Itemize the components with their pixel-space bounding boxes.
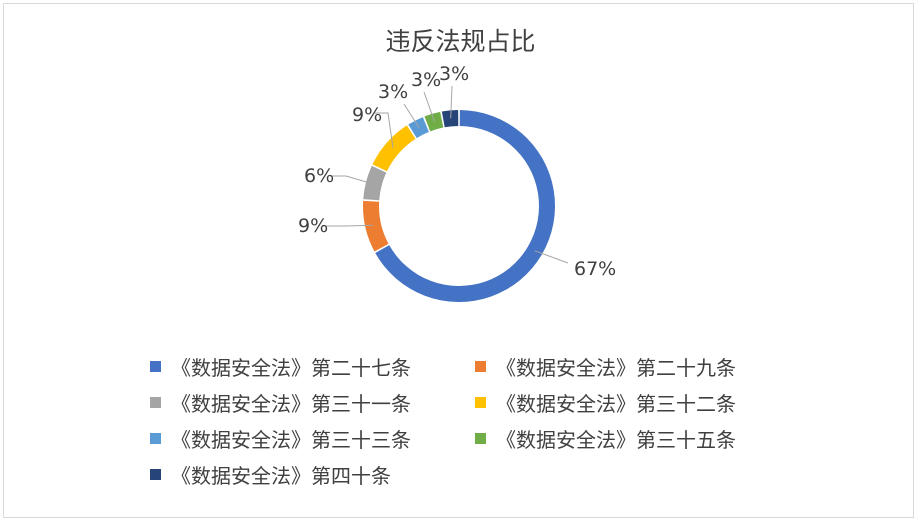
data-label: 3% (411, 69, 441, 91)
leader-line (330, 175, 374, 185)
data-label: 9% (352, 104, 382, 126)
legend-swatch (150, 396, 161, 408)
data-label: 3% (378, 81, 408, 103)
legend-label: 《数据安全法》第三十五条 (496, 427, 736, 452)
donut-slice (441, 110, 459, 128)
legend-item: 《数据安全法》第三十五条 (475, 424, 800, 453)
legend-item: 《数据安全法》第三十三条 (150, 424, 475, 453)
leader-line (322, 224, 374, 227)
leader-line (450, 85, 453, 119)
donut-slice (372, 125, 416, 172)
legend-label: 《数据安全法》第二十九条 (496, 355, 736, 380)
legend-item: 《数据安全法》第三十一条 (150, 388, 475, 417)
donut-slice (363, 200, 389, 252)
legend-row: 《数据安全法》第三十三条 《数据安全法》第三十五条 (150, 420, 850, 456)
donut-slice (363, 165, 387, 201)
data-label: 67% (574, 258, 616, 280)
data-label: 9% (298, 215, 328, 237)
legend: 《数据安全法》第二十七条 《数据安全法》第二十九条 《数据安全法》第三十一条 《… (150, 348, 850, 492)
legend-item: 《数据安全法》第四十条 (150, 460, 475, 489)
legend-label: 《数据安全法》第三十三条 (171, 427, 411, 452)
leader-line (423, 91, 435, 122)
legend-label: 《数据安全法》第四十条 (171, 463, 391, 488)
legend-swatch (150, 432, 161, 444)
chart-title: 违反法规占比 (385, 27, 536, 56)
leader-line (403, 103, 420, 128)
donut-slice (424, 111, 444, 132)
chart-frame (3, 3, 914, 518)
legend-label: 《数据安全法》第三十一条 (171, 391, 411, 416)
legend-row: 《数据安全法》第二十七条 《数据安全法》第二十九条 (150, 348, 850, 384)
data-label: 6% (304, 165, 334, 187)
data-label: 3% (439, 63, 469, 85)
legend-label: 《数据安全法》第三十二条 (496, 391, 736, 416)
legend-item: 《数据安全法》第二十九条 (475, 352, 800, 381)
legend-row: 《数据安全法》第四十条 (150, 456, 850, 492)
legend-swatch (150, 360, 161, 372)
leader-line (534, 250, 569, 264)
legend-swatch (475, 396, 486, 408)
legend-swatch (475, 360, 486, 372)
legend-item: 《数据安全法》第三十二条 (475, 388, 800, 417)
leader-line (374, 112, 394, 148)
legend-swatch (150, 468, 161, 480)
legend-swatch (475, 432, 486, 444)
legend-row: 《数据安全法》第三十一条 《数据安全法》第三十二条 (150, 384, 850, 420)
legend-item: 《数据安全法》第二十七条 (150, 352, 475, 381)
legend-label: 《数据安全法》第二十七条 (171, 355, 411, 380)
